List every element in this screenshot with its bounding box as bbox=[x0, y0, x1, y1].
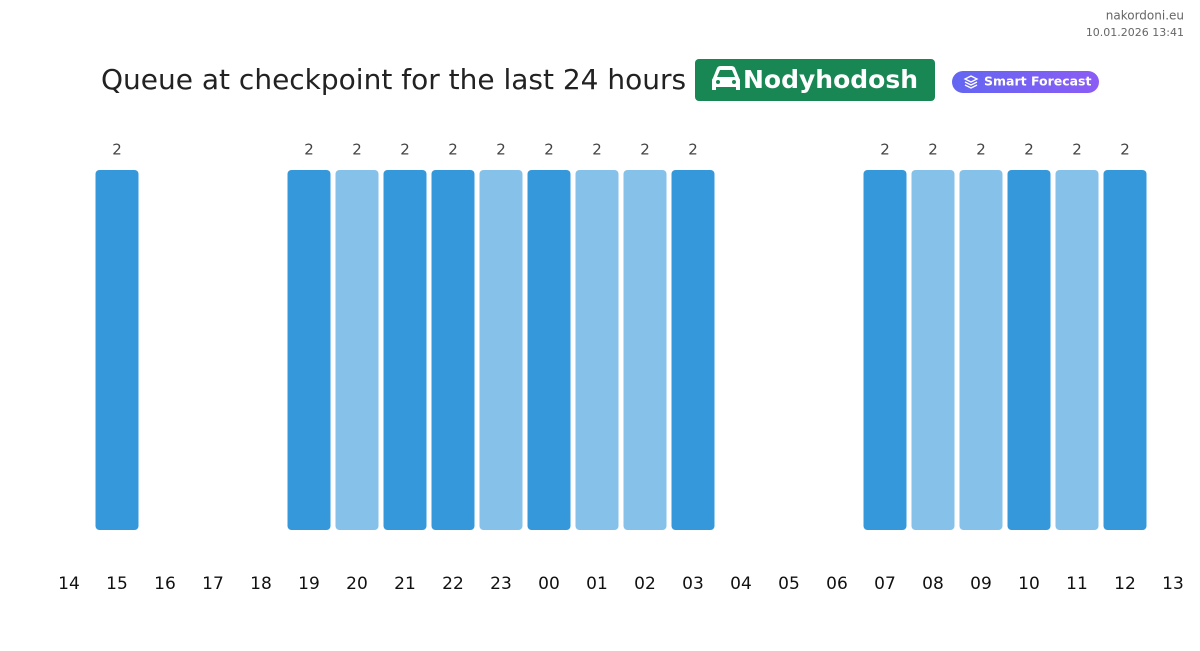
x-tick-label: 18 bbox=[250, 574, 272, 594]
car-icon bbox=[712, 66, 740, 90]
x-tick-label: 19 bbox=[298, 574, 320, 594]
value-label: 2 bbox=[496, 141, 506, 159]
x-tick-label: 05 bbox=[778, 574, 800, 594]
badge-text: Smart Forecast bbox=[984, 74, 1092, 89]
x-tick-label: 09 bbox=[970, 574, 992, 594]
value-label: 2 bbox=[304, 141, 314, 159]
forecast-badge[interactable]: Smart Forecast bbox=[952, 71, 1099, 93]
value-label: 2 bbox=[544, 141, 554, 159]
x-tick-label: 10 bbox=[1018, 574, 1040, 594]
badge-background bbox=[695, 59, 935, 101]
bar bbox=[671, 170, 715, 530]
bar bbox=[287, 170, 331, 530]
chart-title: Queue at checkpoint for the last 24 hour… bbox=[101, 63, 686, 96]
bar bbox=[335, 170, 379, 530]
layers-icon bbox=[963, 75, 979, 89]
bar bbox=[623, 170, 667, 530]
bar bbox=[1007, 170, 1051, 530]
bar bbox=[95, 170, 139, 530]
value-label: 2 bbox=[1072, 141, 1082, 159]
x-tick-label: 16 bbox=[154, 574, 176, 594]
checkpoint-name: Nodyhodosh bbox=[743, 65, 918, 94]
x-tick-label: 01 bbox=[586, 574, 608, 594]
x-tick-label: 22 bbox=[442, 574, 464, 594]
value-label: 2 bbox=[688, 141, 698, 159]
x-tick-label: 06 bbox=[826, 574, 848, 594]
x-tick-label: 04 bbox=[730, 574, 752, 594]
x-tick-label: 14 bbox=[58, 574, 80, 594]
value-label: 2 bbox=[448, 141, 458, 159]
value-label: 2 bbox=[112, 141, 122, 159]
x-tick-label: 07 bbox=[874, 574, 896, 594]
bar bbox=[575, 170, 619, 530]
badge-background bbox=[952, 71, 1099, 93]
value-label: 2 bbox=[928, 141, 938, 159]
value-label: 2 bbox=[400, 141, 410, 159]
x-tick-label: 15 bbox=[106, 574, 128, 594]
value-label: 2 bbox=[1120, 141, 1130, 159]
value-label: 2 bbox=[1024, 141, 1034, 159]
bar bbox=[863, 170, 907, 530]
site-name: nakordoni.eu bbox=[1106, 9, 1184, 23]
checkpoint-badge: Nodyhodosh bbox=[695, 59, 935, 101]
value-label: 2 bbox=[880, 141, 890, 159]
value-label: 2 bbox=[976, 141, 986, 159]
bar bbox=[1055, 170, 1099, 530]
bar bbox=[527, 170, 571, 530]
bar bbox=[383, 170, 427, 530]
bar bbox=[1103, 170, 1147, 530]
x-tick-label: 03 bbox=[682, 574, 704, 594]
value-label: 2 bbox=[592, 141, 602, 159]
x-tick-label: 21 bbox=[394, 574, 416, 594]
value-label: 2 bbox=[640, 141, 650, 159]
x-tick-label: 13 bbox=[1162, 574, 1184, 594]
x-tick-label: 08 bbox=[922, 574, 944, 594]
x-tick-label: 17 bbox=[202, 574, 224, 594]
value-label: 2 bbox=[352, 141, 362, 159]
bar bbox=[959, 170, 1003, 530]
bar bbox=[911, 170, 955, 530]
timestamp: 10.01.2026 13:41 bbox=[1086, 26, 1184, 39]
bar bbox=[431, 170, 475, 530]
x-tick-label: 12 bbox=[1114, 574, 1136, 594]
x-tick-label: 23 bbox=[490, 574, 512, 594]
x-tick-label: 00 bbox=[538, 574, 560, 594]
x-tick-label: 20 bbox=[346, 574, 368, 594]
bar bbox=[479, 170, 523, 530]
x-tick-label: 11 bbox=[1066, 574, 1088, 594]
x-tick-label: 02 bbox=[634, 574, 656, 594]
